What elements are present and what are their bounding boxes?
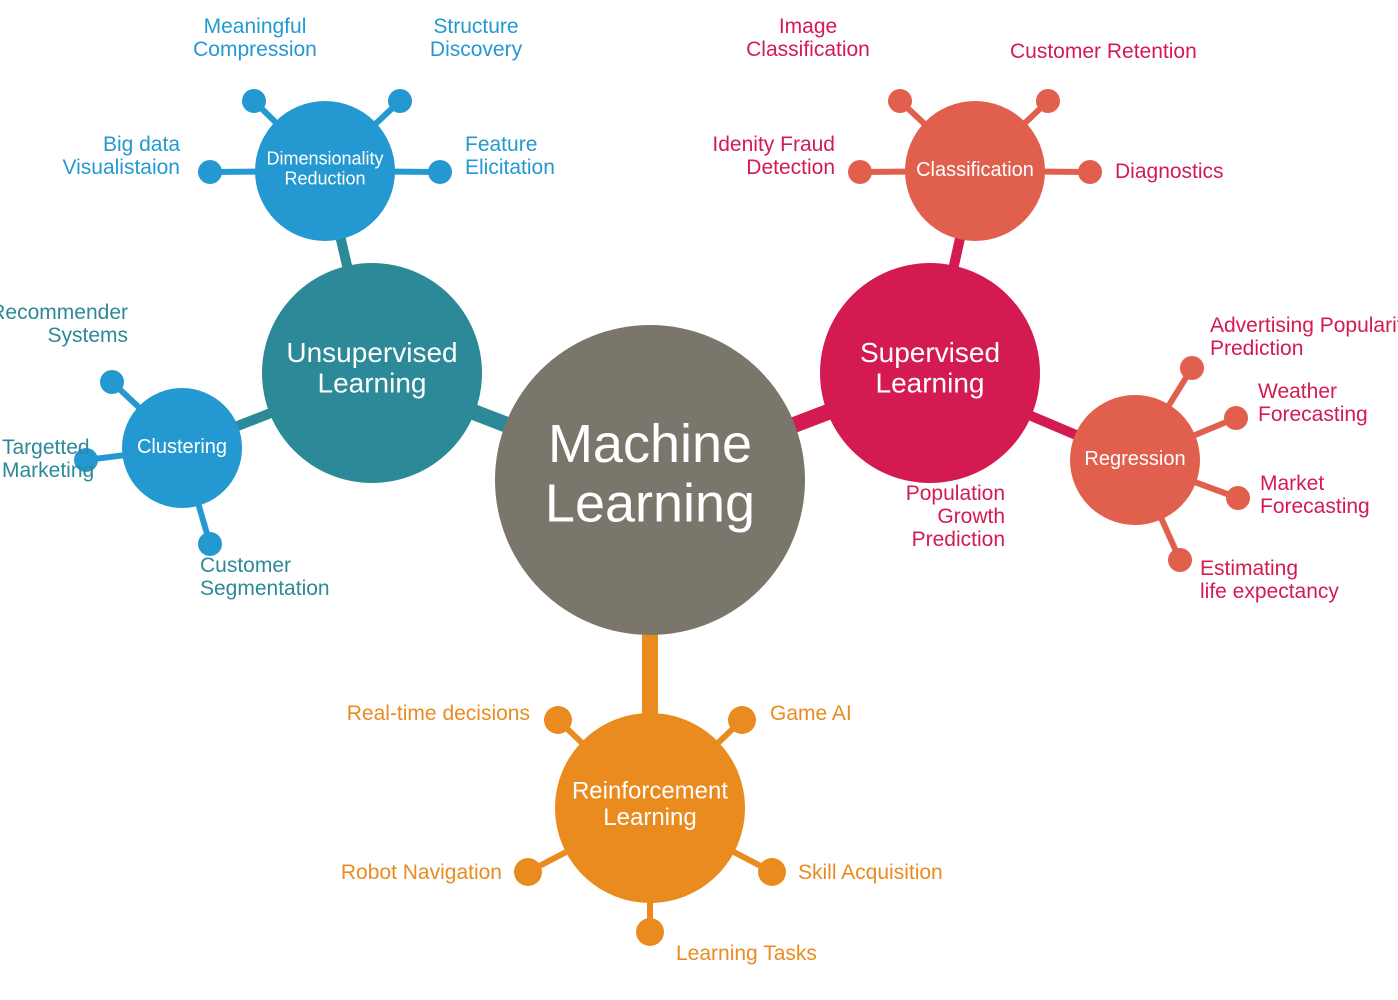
category-label-supervised: SupervisedLearning: [860, 337, 1000, 399]
leaf-dot: [198, 532, 222, 556]
leaf-dot: [388, 89, 412, 113]
leaf-dot: [636, 918, 664, 946]
leaf-label: MarketForecasting: [1260, 472, 1370, 518]
leaf-label: Idenity FraudDetection: [712, 133, 835, 179]
leaf-label: Learning Tasks: [676, 942, 817, 965]
leaf-label: Big dataVisualistaion: [62, 133, 180, 179]
sub-node-label-classification: Classification: [916, 159, 1034, 181]
leaf-label: Robot Navigation: [341, 861, 502, 884]
leaf-dot: [1036, 89, 1060, 113]
leaf-label: RecommenderSystems: [0, 301, 128, 347]
leaf-label: Estimatinglife expectancy: [1200, 557, 1339, 603]
leaf-dot: [848, 160, 872, 184]
leaf-dot: [728, 706, 756, 734]
leaf-label: Real-time decisions: [347, 702, 530, 725]
center-label: MachineLearning: [545, 414, 755, 533]
leaf-dot: [758, 858, 786, 886]
leaf-dot: [1224, 406, 1248, 430]
leaf-label: Game AI: [770, 702, 852, 725]
ml-mindmap-diagram: DimensionalityReductionMeaningfulCompres…: [0, 0, 1398, 1000]
leaf-label: WeatherForecasting: [1258, 380, 1368, 426]
sub-node-label-regression: Regression: [1084, 448, 1185, 470]
leaf-label: TargettedMarketing: [2, 436, 94, 482]
leaf-label: Advertising PopularityPrediction: [1210, 314, 1398, 360]
leaf-dot: [242, 89, 266, 113]
leaf-label: FeatureElicitation: [465, 133, 555, 179]
leaf-dot: [1078, 160, 1102, 184]
leaf-dot: [428, 160, 452, 184]
leaf-label: CustomerSegmentation: [200, 554, 330, 600]
leaf-label: Diagnostics: [1115, 160, 1224, 183]
leaf-label: Customer Retention: [1010, 40, 1197, 63]
leaf-label: StructureDiscovery: [430, 15, 523, 61]
sub-node-label-clustering: Clustering: [137, 436, 227, 458]
leaf-dot: [544, 706, 572, 734]
leaf-label: PopulationGrowthPrediction: [906, 482, 1005, 551]
leaf-label: ImageClassification: [746, 15, 870, 61]
leaf-dot: [1168, 548, 1192, 572]
leaf-label: MeaningfulCompression: [193, 15, 317, 61]
leaf-dot: [1226, 486, 1250, 510]
leaf-dot: [198, 160, 222, 184]
leaf-dot: [1180, 356, 1204, 380]
leaf-dot: [888, 89, 912, 113]
leaf-dot: [100, 370, 124, 394]
leaf-dot: [514, 858, 542, 886]
leaf-label: Skill Acquisition: [798, 861, 943, 884]
